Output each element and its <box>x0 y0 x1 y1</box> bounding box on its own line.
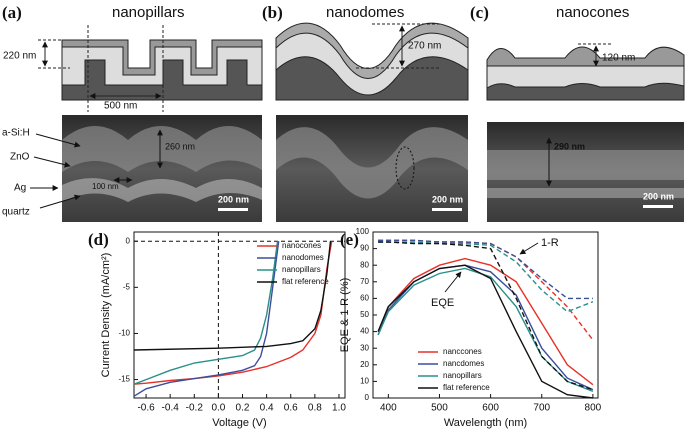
series-line <box>378 239 593 300</box>
legend-label: nanodomes <box>282 253 324 262</box>
dimension-label: 100 nm <box>92 182 119 191</box>
series-line <box>133 241 332 351</box>
x-tick-label: 0.6 <box>284 403 298 414</box>
y-tick-label: -15 <box>118 375 130 384</box>
legend-label: flat reference <box>282 277 329 286</box>
x-tick-label: 800 <box>585 403 602 414</box>
series-line <box>133 241 280 397</box>
panel-label: (a) <box>2 3 22 22</box>
y-tick-label: -5 <box>123 282 131 291</box>
panel-label: (d) <box>88 230 109 249</box>
x-axis-label: Voltage (V) <box>212 417 266 429</box>
annotation-arrow <box>519 242 539 255</box>
legend-label: nanocones <box>282 241 321 250</box>
panel-label: (e) <box>340 230 359 249</box>
cone-diagram <box>486 43 685 101</box>
series-line <box>378 241 594 391</box>
legend-label: nanopillars <box>443 371 482 380</box>
y-tick-label: 10 <box>360 377 369 386</box>
y-tick-label: 0 <box>126 236 131 245</box>
layer-label: ZnO <box>10 152 30 163</box>
scale-bar-label: 200 nm <box>643 191 674 201</box>
legend-label: nancdomes <box>443 359 484 368</box>
dimension-label: 220 nm <box>3 51 36 62</box>
x-tick-label: 400 <box>380 403 397 414</box>
y-tick-label: 20 <box>360 360 369 369</box>
legend-label: flat reference <box>443 383 490 392</box>
series-line <box>378 239 594 341</box>
x-tick-label: -0.6 <box>137 403 155 414</box>
y-axis-label: Current Density (mA/cm²) <box>100 253 112 378</box>
panel-title: nanodomes <box>326 4 404 21</box>
y-tick-label: 100 <box>356 227 370 236</box>
layer-label: Ag <box>14 183 26 194</box>
y-tick-label: 90 <box>360 244 369 253</box>
x-tick-label: 1.0 <box>332 403 346 414</box>
series-line <box>377 267 594 393</box>
plot-frame <box>133 231 346 399</box>
series-line <box>133 241 333 385</box>
x-tick-label: 0.8 <box>308 403 322 414</box>
y-axis-label: EQE & 1-R (%) <box>339 278 351 353</box>
dimension-label: 270 nm <box>408 41 441 52</box>
y-tick-label: 0 <box>365 393 370 402</box>
panel-title: nanocones <box>556 4 629 21</box>
series-line <box>378 241 594 313</box>
x-tick-label: 700 <box>533 403 550 414</box>
panel-label: (b) <box>262 3 283 22</box>
scale-bar-label: 200 nm <box>432 194 463 204</box>
x-axis-label: Wavelength (nm) <box>444 417 527 429</box>
x-tick-label: 600 <box>482 403 499 414</box>
y-tick-label: 80 <box>360 260 369 269</box>
x-tick-label: 0.0 <box>211 403 225 414</box>
panel-label: (c) <box>470 3 489 22</box>
legend-label: nanopillars <box>282 265 321 274</box>
annotation-arrow <box>444 271 462 293</box>
x-tick-label: 0.4 <box>260 403 274 414</box>
y-tick-label: 50 <box>360 310 369 319</box>
series-line <box>133 241 279 385</box>
dome-diagram <box>275 22 469 101</box>
panel-title: nanopillars <box>112 4 185 21</box>
sem-image <box>30 115 684 222</box>
pillar-diagram <box>38 25 263 112</box>
annotation: 1-R <box>541 237 559 249</box>
series-line <box>377 264 593 399</box>
dimension-label: 120 nm <box>602 53 635 64</box>
x-tick-label: 500 <box>431 403 448 414</box>
layer-label: quartz <box>2 207 30 218</box>
y-tick-label: 60 <box>360 294 369 303</box>
x-tick-label: -0.4 <box>162 403 180 414</box>
x-tick-label: -0.2 <box>186 403 204 414</box>
series-line <box>377 264 594 391</box>
dimension-label: 290 nm <box>554 141 585 151</box>
dimension-label: 500 nm <box>104 101 137 112</box>
x-tick-label: 0.2 <box>236 403 250 414</box>
scale-bar-label: 200 nm <box>218 194 249 204</box>
layer-label: a-Si:H <box>2 128 30 139</box>
y-tick-label: 70 <box>360 277 369 286</box>
y-tick-label: -10 <box>118 329 130 338</box>
y-tick-label: 30 <box>360 343 369 352</box>
charts: (d) -0.6 -0.4 -0.2 0.0 0.2 0.4 0.6 0.8 1.0 0 -5 -10 -… <box>88 227 602 429</box>
series-line <box>377 257 594 386</box>
annotation: EQE <box>431 297 454 309</box>
plot-frame <box>372 231 599 399</box>
y-tick-label: 40 <box>360 327 369 336</box>
legend-label: nanccones <box>443 347 482 356</box>
dimension-label: 260 nm <box>165 141 195 151</box>
